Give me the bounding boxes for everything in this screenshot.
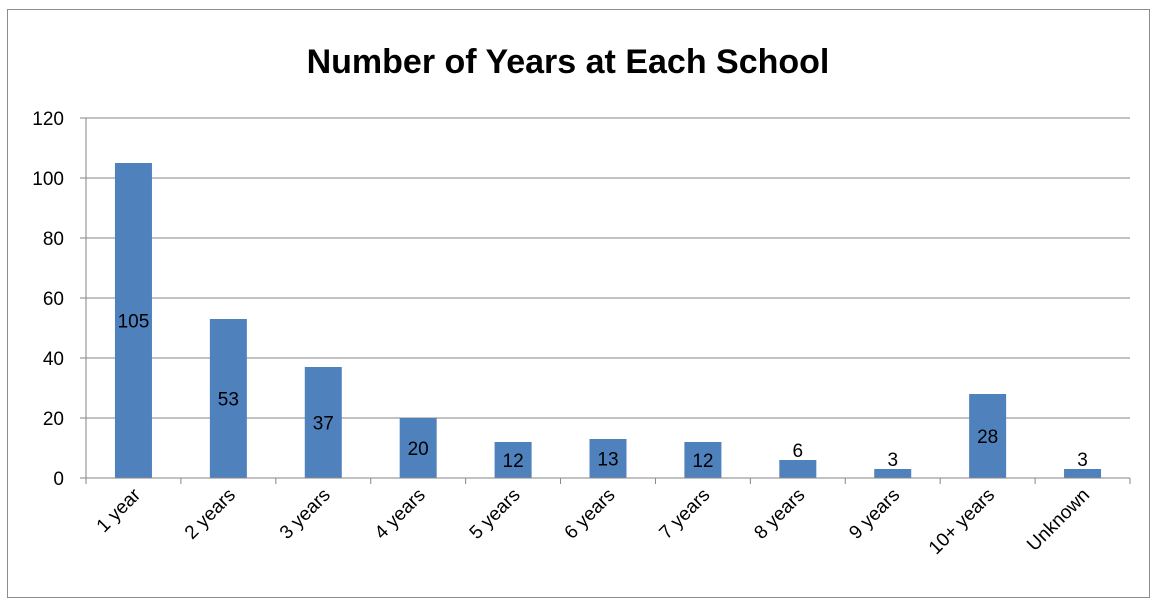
data-labels: 105 53 37 20 12 13 12 6 3 28 3 [118, 312, 1088, 473]
y-tick-label: 80 [43, 229, 64, 250]
bar [209, 319, 247, 478]
x-tick-label: Unknown [1023, 485, 1094, 556]
x-tick-label: 5 years [466, 485, 525, 544]
data-label: 12 [692, 451, 713, 472]
x-tick-label: 2 years [181, 485, 240, 544]
data-label: 3 [1077, 450, 1088, 471]
x-axis-ticks: 1 year 2 years 3 years 4 years 5 years 6 year… [93, 478, 1131, 559]
chart-frame [7, 9, 1150, 598]
bar [399, 418, 437, 478]
x-tick-label: 8 years [750, 485, 809, 544]
x-tick-label: 4 years [371, 485, 430, 544]
bar [684, 442, 722, 478]
y-tick-label: 40 [43, 349, 64, 370]
bars [114, 163, 1102, 478]
chart-title: Number of Years at Each School [307, 43, 830, 81]
y-tick-label: 100 [32, 169, 64, 190]
data-label: 53 [218, 390, 239, 411]
bar [779, 460, 817, 478]
data-label: 12 [503, 451, 524, 472]
y-tick-label: 0 [53, 469, 64, 490]
data-label: 37 [313, 414, 334, 435]
bar [589, 439, 627, 478]
x-tick-label: 9 years [845, 485, 904, 544]
data-label: 6 [793, 441, 804, 462]
x-tick-label: 3 years [276, 485, 335, 544]
bar [1064, 469, 1102, 478]
data-label: 105 [118, 312, 150, 333]
y-tick-label: 60 [43, 289, 64, 310]
bar [304, 367, 342, 478]
x-tick-label: 1 year [93, 484, 146, 537]
gridlines [86, 117, 1130, 419]
y-axis-ticks: 0 20 40 60 80 100 120 [32, 109, 86, 490]
bar [969, 394, 1007, 478]
data-label: 28 [977, 427, 998, 448]
data-label: 20 [408, 439, 429, 460]
bar [874, 469, 912, 478]
axes [80, 118, 1130, 484]
x-tick-label: 7 years [656, 485, 715, 544]
y-tick-label: 120 [32, 109, 64, 130]
data-label: 3 [887, 450, 898, 471]
x-tick-label: 6 years [561, 485, 620, 544]
bar [494, 442, 532, 478]
x-tick-label: 10+ years [925, 485, 999, 559]
y-tick-label: 20 [43, 409, 64, 430]
bar [114, 163, 152, 478]
data-label: 13 [597, 450, 618, 471]
